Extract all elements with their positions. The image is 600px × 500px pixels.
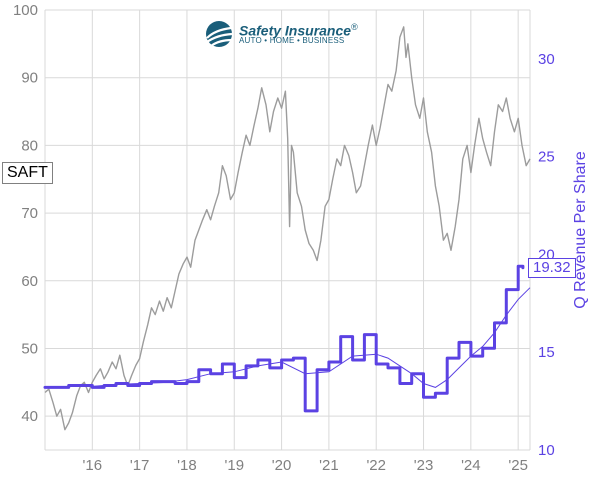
rps-value-box: 19.32 <box>528 258 576 279</box>
svg-text:40: 40 <box>21 408 38 425</box>
svg-text:70: 70 <box>21 205 38 222</box>
svg-text:10: 10 <box>538 442 555 459</box>
svg-text:'25: '25 <box>508 457 528 474</box>
svg-text:'17: '17 <box>130 457 150 474</box>
svg-text:'23: '23 <box>414 457 434 474</box>
rps-value: 19.32 <box>533 259 571 276</box>
svg-text:25: 25 <box>538 149 555 166</box>
chart-svg: 4050607080901001015202530'16'17'18'19'20… <box>0 0 600 500</box>
svg-text:'21: '21 <box>319 457 339 474</box>
svg-text:Q Revenue Per Share: Q Revenue Per Share <box>572 151 589 309</box>
svg-text:15: 15 <box>538 344 555 361</box>
svg-text:'16: '16 <box>83 457 103 474</box>
svg-text:'20: '20 <box>272 457 292 474</box>
svg-text:50: 50 <box>21 340 38 357</box>
svg-text:'18: '18 <box>177 457 197 474</box>
svg-text:30: 30 <box>538 51 555 68</box>
company-logo: Safety Insurance® AUTO • HOME • BUSINESS <box>205 20 358 48</box>
svg-text:'19: '19 <box>224 457 244 474</box>
svg-text:80: 80 <box>21 137 38 154</box>
svg-text:60: 60 <box>21 273 38 290</box>
logo-subtext: AUTO • HOME • BUSINESS <box>239 37 358 45</box>
svg-text:90: 90 <box>21 70 38 87</box>
logo-name: Safety Insurance® <box>239 23 358 38</box>
globe-icon <box>205 20 233 48</box>
svg-text:'22: '22 <box>366 457 386 474</box>
ticker-box: SAFT <box>2 162 53 184</box>
stock-chart: 4050607080901001015202530'16'17'18'19'20… <box>0 0 600 500</box>
svg-text:100: 100 <box>13 2 38 19</box>
svg-text:'24: '24 <box>461 457 481 474</box>
ticker-label: SAFT <box>7 164 48 181</box>
